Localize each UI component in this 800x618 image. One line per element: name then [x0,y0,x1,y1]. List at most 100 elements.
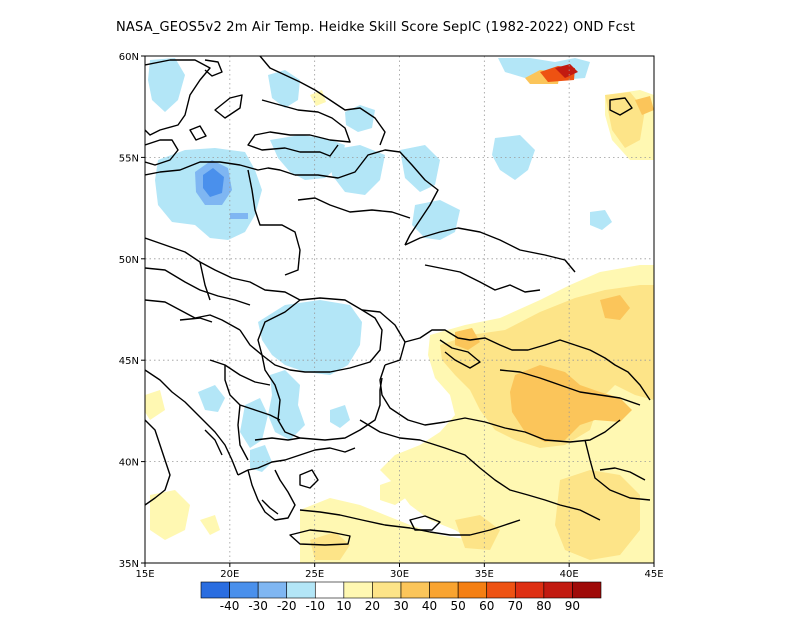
lat-tick-label: 35N [119,559,139,570]
colorbar-label: 50 [451,599,466,613]
shading-layer [145,58,654,563]
cyan-area [268,70,300,108]
colorbar-label: 40 [422,599,437,613]
coastline [299,469,319,489]
cyan-area [330,405,350,428]
coastline [609,97,633,116]
light-orange-area [555,470,640,560]
border [361,309,406,366]
light-orange-area [310,532,350,560]
border [239,329,383,441]
lon-tick-label: 25E [305,569,324,580]
orange-area [635,96,654,115]
colorbar-swatch [372,581,402,599]
lon-tick-label: 15E [135,569,154,580]
border [404,227,576,273]
coastline [214,94,243,119]
colorbar: -40 -30 -20 -10 10 20 30 40 50 60 70 80 90 [200,581,602,613]
light-orange-area [605,92,645,148]
lon-tick-label: 30E [390,569,409,580]
colorbar-swatch [543,581,573,599]
colorbar-swatch [314,581,345,599]
cyan-area [250,445,272,472]
colorbar-label: 90 [565,599,580,613]
lat-tick-label: 40N [119,458,139,469]
lat-tick-label: 60N [119,52,139,63]
yellow-area [380,478,410,505]
coastline [237,447,356,476]
lat-tick-label: 50N [119,255,139,266]
border [599,467,646,481]
lon-tick-label: 40E [560,569,579,580]
coastline [247,99,351,157]
border [257,297,383,373]
colorbar-label: 30 [393,599,408,613]
lon-tick-label: 35E [475,569,494,580]
colorbar-label: 60 [479,599,494,613]
colorbar-swatch [572,581,602,599]
coastline [261,499,279,515]
cyan-area [345,105,375,132]
colorbar-label: 80 [536,599,551,613]
coastline [404,329,576,351]
colorbar-label: -40 [220,599,240,613]
lon-tick-label: 20E [220,569,239,580]
cyan-area [590,210,612,230]
coastline [145,139,179,166]
border [209,359,271,386]
dark-blue-area [203,168,224,197]
colorbar-swatch [286,581,316,599]
coastline [204,59,223,77]
colorbar-label: 20 [365,599,380,613]
coastline [379,364,621,443]
cyan-area [492,135,535,180]
coastline [189,125,207,141]
yellow-area [145,390,165,420]
coastline [145,161,296,176]
border [145,237,301,301]
cyan-area [258,300,362,375]
cyan-area [240,398,268,448]
colorbar-swatch [514,581,545,599]
colorbar-label: -20 [277,599,297,613]
colorbar-label: 70 [508,599,523,613]
graticule [145,56,654,563]
yellow-area [150,490,190,540]
border [145,299,241,331]
coastline [289,529,351,546]
colorbar-swatch [457,581,488,599]
border [199,261,211,301]
orange-area [600,295,630,320]
coastline [145,59,211,136]
lat-tick-label: 55N [119,153,139,164]
coastline [259,56,386,146]
border [499,369,641,406]
coastline [359,419,601,521]
dark-red-area [555,64,578,78]
colorbar-swatch [229,581,259,599]
lat-tick-label: 45N [119,356,139,367]
coastline [409,515,441,531]
border [145,267,251,306]
colorbar-swatch [343,581,373,599]
lon-tick-label: 45E [644,569,663,580]
border [297,197,411,219]
cyan-area [198,385,225,412]
coastline [247,469,296,521]
cyan-area [148,58,185,112]
coastline [574,344,651,401]
coastline [439,339,481,369]
orange-area [510,365,632,442]
blue-area [230,213,248,219]
border [295,149,439,246]
colorbar-swatch [429,581,459,599]
colorbar-label: -30 [248,599,268,613]
coastline [145,369,239,476]
borders [145,56,651,546]
colorbar-swatch [400,581,430,599]
border [239,404,281,421]
border [584,439,651,501]
border [179,317,213,323]
